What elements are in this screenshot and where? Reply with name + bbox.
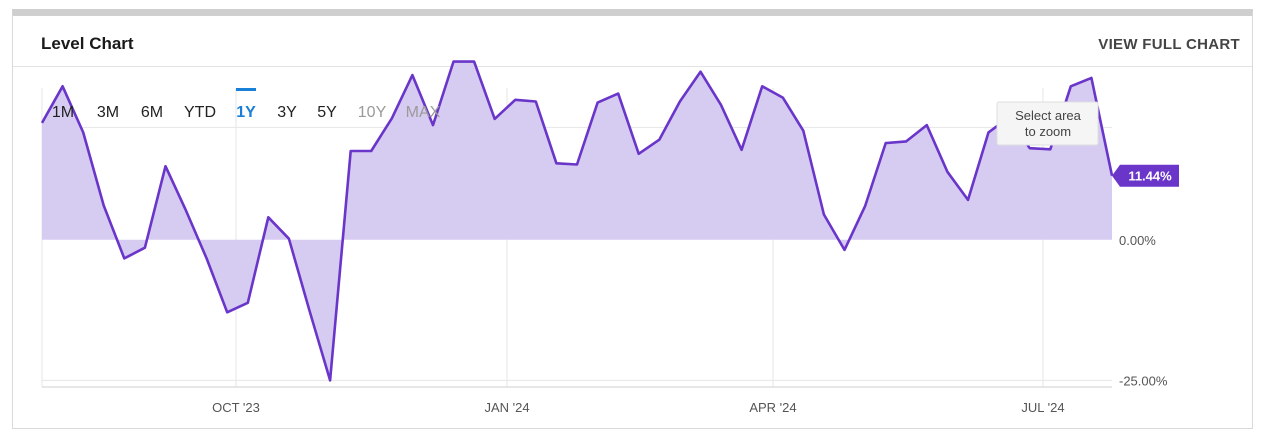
range-button-1y[interactable]: 1Y [236, 88, 256, 121]
last-value-badge-shape [1112, 164, 1179, 187]
range-button-max: MAX [406, 104, 441, 121]
zoom-hint-line1: Select area [1015, 108, 1082, 123]
last-value-label: 11.44% [1128, 169, 1172, 184]
series-area [42, 61, 1112, 381]
card-title: Level Chart [41, 34, 134, 53]
range-button-3m[interactable]: 3M [97, 104, 119, 121]
range-button-5y[interactable]: 5Y [317, 104, 337, 121]
card-header: Level Chart VIEW FULL CHART [13, 16, 1252, 67]
area-fill [42, 61, 1112, 381]
range-button-label: 6M [141, 104, 163, 121]
x-tick-label: APR '24 [749, 400, 796, 415]
zoom-hint: Select area to zoom [996, 101, 1099, 146]
y-tick-label: 0.00% [1119, 233, 1156, 248]
range-button-label: 3M [97, 104, 119, 121]
range-button-3y[interactable]: 3Y [277, 104, 297, 121]
last-value-badge: 11.44% [1112, 164, 1179, 187]
x-tick-label: JUL '24 [1021, 400, 1064, 415]
range-button-label: MAX [406, 104, 441, 121]
y-tick-label: -25.00% [1119, 373, 1168, 388]
range-button-label: 5Y [317, 104, 337, 121]
x-axis-labels: OCT '23 JAN '24 APR '24 JUL '24 [212, 400, 1064, 415]
range-button-10y: 10Y [358, 104, 387, 121]
range-button-ytd[interactable]: YTD [184, 104, 216, 121]
zoom-hint-line2: to zoom [1025, 124, 1071, 139]
range-selected-indicator [236, 88, 256, 91]
range-button-label: 1M [52, 104, 74, 121]
range-button-label: 10Y [358, 104, 387, 121]
x-tick-label: JAN '24 [484, 400, 529, 415]
range-button-1m[interactable]: 1M [52, 104, 74, 121]
view-full-chart-link[interactable]: VIEW FULL CHART [1098, 36, 1240, 53]
data-points [41, 61, 1113, 381]
range-button-label: YTD [184, 104, 216, 121]
range-button-label: 1Y [236, 104, 256, 121]
range-button-6m[interactable]: 6M [141, 104, 163, 121]
y-axis-labels: 0.00% -25.00% [1119, 233, 1168, 389]
range-button-label: 3Y [277, 104, 297, 121]
range-selector: 1M 3M 6M YTD 1Y 3Y 5Y 10Y MAX [52, 88, 441, 121]
x-tick-label: OCT '23 [212, 400, 260, 415]
